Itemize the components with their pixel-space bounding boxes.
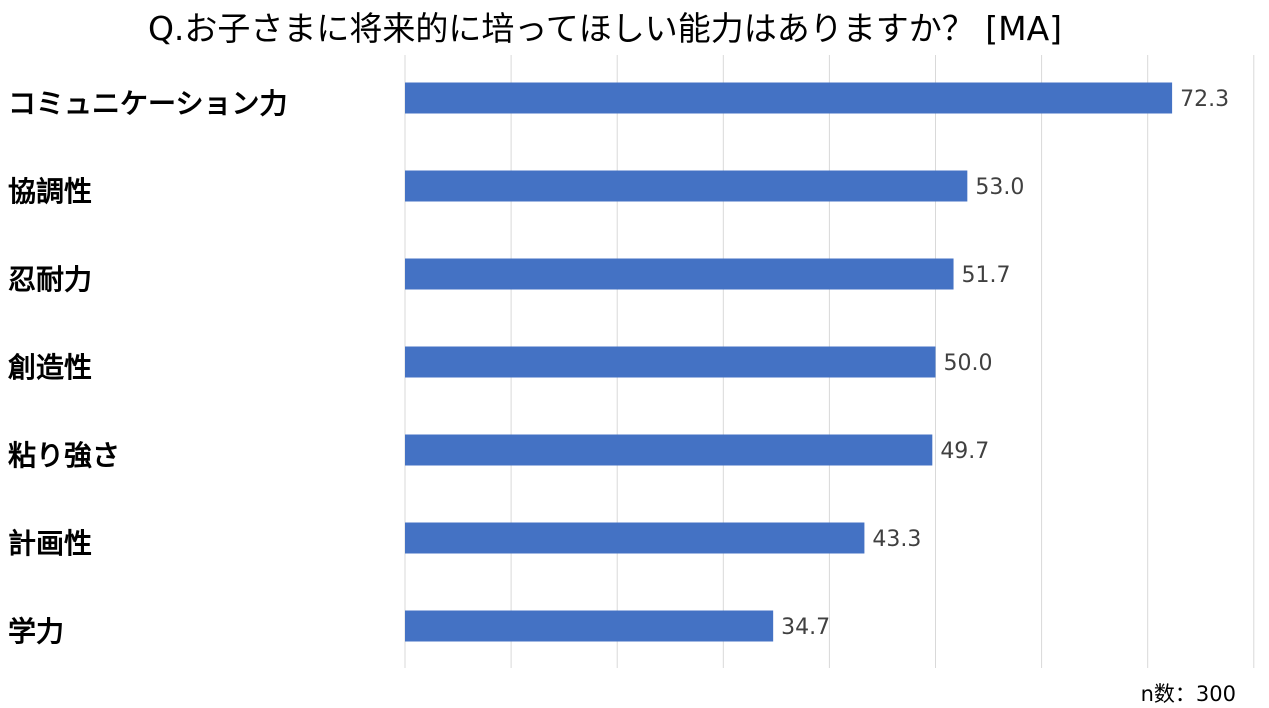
bar <box>405 346 936 378</box>
bar <box>405 610 774 642</box>
bar <box>405 170 968 202</box>
value-label: 50.0 <box>944 351 993 376</box>
category-label: 創造性 <box>8 351 92 384</box>
value-labels: 72.3 53.0 51.7 50.0 49.7 43.3 34.7 <box>781 87 1229 640</box>
bar <box>405 82 1173 114</box>
category-label: 協調性 <box>8 175 92 208</box>
category-label: コミュニケーション力 <box>8 87 287 120</box>
chart-title: Q.お子さまに将来的に培ってほしい能力はありますか？ [MA] <box>147 9 1063 48</box>
bar <box>405 434 933 466</box>
value-label: 53.0 <box>975 175 1024 200</box>
value-label: 72.3 <box>1180 87 1229 112</box>
bars <box>405 82 1173 642</box>
category-label: 粘り強さ <box>8 439 120 472</box>
value-label: 49.7 <box>940 439 989 464</box>
category-label: 計画性 <box>8 527 92 560</box>
category-label: 学力 <box>8 615 64 648</box>
value-label: 34.7 <box>781 615 830 640</box>
bar <box>405 522 865 554</box>
value-label: 51.7 <box>962 263 1011 288</box>
category-label: 忍耐力 <box>8 263 92 296</box>
value-label: 43.3 <box>872 527 921 552</box>
sample-size-note: n数：300 <box>1140 682 1236 706</box>
bar <box>405 258 954 290</box>
